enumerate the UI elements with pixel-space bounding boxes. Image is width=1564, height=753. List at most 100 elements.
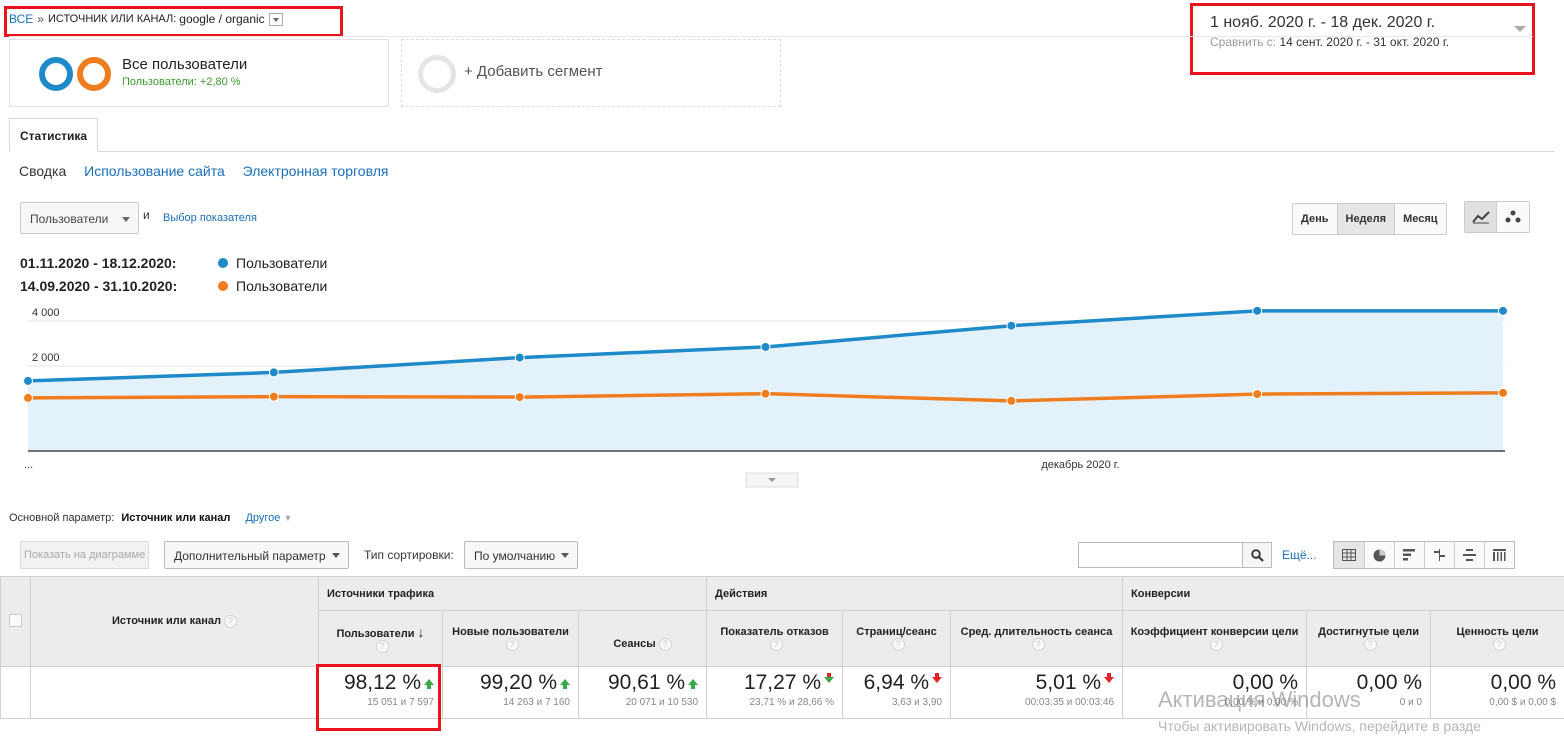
date-range-main: 1 нояб. 2020 г. - 18 дек. 2020 г. [1210, 14, 1436, 31]
cell-goal-value: 0,00 % 0,00 $ и 0,00 $ [1430, 666, 1564, 719]
subtab-summary[interactable]: Сводка [19, 163, 67, 179]
group-traffic: Источники трафика [317, 576, 708, 611]
help-icon[interactable]: ? [224, 615, 237, 628]
table-search-input[interactable] [1078, 542, 1262, 568]
bar-view-icon[interactable] [1394, 542, 1424, 568]
segment-donut-icon [39, 57, 111, 91]
header-source-label: Источник или канал [111, 615, 221, 627]
compare-value: 14 сент. 2020 г. - 31 окт. 2020 г. [1279, 35, 1450, 49]
help-icon[interactable]: ? [505, 638, 519, 651]
empty-segment-icon [418, 55, 456, 93]
data-point [1006, 395, 1017, 406]
breadcrumb-dropdown-icon[interactable] [268, 12, 283, 26]
header-avg-duration[interactable]: Сред. длительность сеанса? [950, 610, 1124, 667]
help-icon[interactable]: ? [375, 640, 389, 653]
data-point [760, 388, 771, 399]
breadcrumb: ВСЕ » ИСТОЧНИК ИЛИ КАНАЛ: google / organ… [9, 12, 283, 26]
help-icon[interactable]: ? [891, 638, 905, 651]
more-link[interactable]: Ещё... [1282, 548, 1317, 562]
cell-avg-duration: 5,01 % 00:03:35 и 00:03:46 [950, 666, 1124, 719]
legend-compare-range: 14.09.2020 - 31.10.2020: [20, 278, 178, 294]
period-week-button[interactable]: Неделя [1336, 204, 1395, 234]
data-point [23, 375, 33, 386]
term-cloud-icon[interactable] [1454, 542, 1484, 568]
sort-desc-icon[interactable]: ↓ [417, 624, 425, 640]
compare-label: Сравнить с: [1210, 35, 1277, 49]
cell-value: 0,00 % [1232, 671, 1299, 694]
windows-activation-subtext: Чтобы активировать Windows, перейдите в … [1158, 718, 1481, 734]
segment-all-users[interactable]: Все пользователи Пользователи: +2,80 % [9, 39, 389, 107]
data-point [514, 352, 525, 363]
pie-view-icon[interactable] [1364, 542, 1394, 568]
y-tick-label: 4 000 [32, 307, 60, 319]
cell-conversion-rate: 0,00 % 0,00 % и 0,00 % [1122, 666, 1308, 719]
cell-sub: 0 и 0 [1399, 697, 1423, 708]
select-all-checkbox[interactable] [9, 613, 22, 627]
cell-sessions: 90,61 % 20 071 и 10 530 [577, 666, 708, 719]
search-icon[interactable] [1242, 542, 1272, 568]
tab-statistics[interactable]: Статистика [9, 118, 99, 152]
help-icon[interactable]: ? [1363, 638, 1377, 651]
help-icon[interactable]: ? [1209, 638, 1223, 651]
show-on-chart-button[interactable]: Показать на диаграмме [20, 541, 150, 569]
choose-metric-link[interactable]: Выбор показателя [163, 212, 257, 224]
help-icon[interactable]: ? [1031, 638, 1045, 651]
cell-sub: 23,71 % и 28,66 % [749, 697, 835, 708]
tab-divider [9, 151, 1555, 152]
line-chart-icon[interactable] [1465, 202, 1497, 232]
subtab-ecommerce[interactable]: Электронная торговля [242, 163, 389, 179]
cell-value: 99,20 % [479, 671, 557, 694]
header-goal-completions[interactable]: Достигнутые цели? [1306, 610, 1432, 667]
primary-dimension-value[interactable]: Источник или канал [121, 512, 231, 524]
metric-select[interactable]: Пользователи [20, 202, 139, 234]
help-icon[interactable]: ? [769, 638, 783, 651]
period-month-button[interactable]: Месяц [1394, 204, 1446, 234]
chevron-down-icon[interactable] [1514, 26, 1526, 32]
trend-up-icon [688, 679, 699, 689]
header-source[interactable]: Источник или канал? [30, 576, 319, 667]
header-conversion-rate[interactable]: Коэффициент конверсии цели? [1122, 610, 1308, 667]
period-day-button[interactable]: День [1293, 204, 1337, 234]
cell-goal-completions: 0,00 % 0 и 0 [1306, 666, 1432, 719]
sort-type-select[interactable]: По умолчанию [464, 541, 579, 569]
date-range-picker[interactable]: 1 нояб. 2020 г. - 18 дек. 2020 г. Сравни… [1192, 6, 1532, 74]
table-row: 98,12 % 15 051 и 7 597 99,20 % 14 263 и 7 … [0, 666, 1564, 719]
secondary-dimension-select[interactable]: Дополнительный параметр [164, 541, 349, 569]
header-goal-value[interactable]: Ценность цели? [1430, 610, 1564, 667]
header-goals-label: Достигнутые цели [1318, 626, 1419, 638]
chart-type-toggle [1464, 201, 1530, 233]
motion-chart-icon[interactable] [1497, 202, 1529, 232]
group-actions: Действия [706, 576, 1124, 611]
help-icon[interactable]: ? [1492, 638, 1506, 651]
subtab-site-usage[interactable]: Использование сайта [84, 163, 225, 179]
header-new-users-label: Новые пользователи [452, 626, 569, 638]
table-view-toggle [1333, 541, 1515, 569]
breadcrumb-all-link[interactable]: ВСЕ [9, 12, 34, 26]
trend-up-icon [560, 679, 570, 689]
header-sessions[interactable]: Сеансы? [577, 610, 708, 667]
compare-view-icon[interactable] [1424, 542, 1454, 568]
add-segment-button[interactable]: + Добавить сегмент [401, 39, 781, 107]
legend-current-label: Пользователи [236, 255, 328, 271]
trend-down-icon [1104, 673, 1115, 683]
header-pages-per-session[interactable]: Страниц/сеанс? [842, 610, 952, 667]
segment-subtitle: Пользователи: +2,80 % [122, 76, 241, 88]
data-point [268, 391, 279, 402]
header-bounce-rate[interactable]: Показатель отказов? [706, 610, 844, 667]
legend-dot-icon [218, 281, 228, 291]
other-dimension-link[interactable]: Другое [245, 512, 281, 524]
breadcrumb-value: google / organic [179, 12, 265, 26]
select-all-checkbox-cell [0, 576, 31, 667]
header-users[interactable]: Пользователи ↓? [318, 610, 443, 667]
trend-down-good-icon [824, 673, 835, 683]
header-new-users[interactable]: Новые пользователи? [442, 610, 579, 667]
chevron-down-icon[interactable]: ▼ [283, 513, 293, 523]
cell-value: 98,12 % [343, 671, 421, 694]
segment-title: Все пользователи [122, 56, 248, 73]
divider [9, 36, 1533, 37]
pivot-view-icon[interactable] [1484, 542, 1514, 568]
cell-sub: 15 051 и 7 597 [367, 697, 434, 708]
x-tick-label: ... [24, 459, 33, 471]
table-view-icon[interactable] [1334, 542, 1364, 568]
help-icon[interactable]: ? [658, 638, 672, 651]
